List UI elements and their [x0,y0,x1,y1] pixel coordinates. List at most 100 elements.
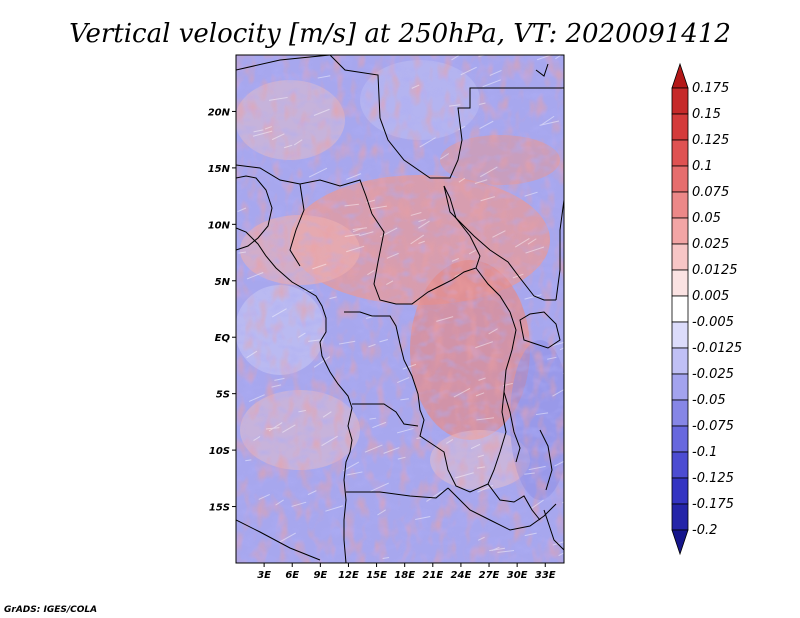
field-streak [530,499,544,510]
colorbar-band [671,113,689,141]
field-streak [246,350,258,359]
field-streak [451,55,460,61]
x-tick-label: 33E [535,570,556,581]
lake-malawi [539,429,553,491]
x-tick-label: 9E [313,570,327,581]
y-tick-label: 20N [208,107,231,118]
field-streak [411,84,420,89]
map-borders [236,55,564,563]
field-streak [325,505,344,512]
field-streak [418,220,430,229]
border-drc-south [378,315,541,521]
lake-victoria [519,311,561,349]
colorbar-band [671,269,689,297]
colorbar-band [671,243,689,271]
field-streak [524,472,535,475]
field-streak [455,472,474,479]
colorbar-label: 0.125 [692,133,729,148]
colorbar-band [671,191,689,219]
colorbar-label: 0.025 [692,237,729,252]
field-streak [346,471,363,476]
field-streak [540,115,555,126]
field-streak [379,339,388,343]
field-streak [551,341,564,347]
field-streak [238,251,247,254]
x-tick-label: 24E [451,570,472,581]
field-texture [236,55,564,563]
colorbar-label: -0.125 [692,471,734,486]
field-streak [246,272,264,280]
field-streak [283,144,293,149]
field-streak [298,332,306,338]
field-streak [492,230,506,238]
field-streak [489,547,506,552]
field-streak [535,412,549,416]
colorbar-band [671,87,689,115]
field-streak [271,384,282,388]
colorbar-band [671,165,689,193]
field-streak [515,238,530,248]
y-axis: 20N 15N 10N 5N EQ 5S 10S 15S [208,107,236,514]
colorbar-band [671,321,689,349]
field-streak [555,55,563,60]
colorbar-cap-bottom [671,529,689,556]
border-gabon [344,311,378,317]
field-streak [298,409,306,413]
field-streak [482,79,501,88]
colorbar-cap-top [671,62,689,89]
colorbar-band [671,373,689,401]
x-tick-label: 6E [285,570,299,581]
field-streak [474,179,488,185]
field-streak [282,424,296,433]
field-streak [248,394,265,402]
field-streak [338,340,356,345]
colorbar-band [671,399,689,427]
border-angola [352,403,419,427]
field-streak [418,240,425,244]
border-namibia [346,487,449,499]
field-streak [415,516,431,521]
border-car [371,185,481,305]
field-streak [372,421,387,429]
field-streak [344,203,359,207]
field-streak [478,55,488,57]
colorbar-band [671,295,689,323]
colorbar-label: 0.175 [692,81,729,96]
x-axis: 3E 6E 9E 12E 15E 18E 21E 24E 27E 30E 33E [257,563,556,581]
field-streak [304,289,314,292]
field-streak [476,417,495,421]
field-streak [554,460,564,467]
y-tick-label: EQ [215,333,231,344]
field-streak [449,104,461,107]
field-streak [329,296,337,300]
field-streak [497,550,515,553]
field-streak [410,234,425,245]
x-tick-label: 30E [507,570,528,581]
colorbar-band [671,451,689,479]
grads-credit: GrADS: IGES/COLA [4,605,97,615]
field-streak [524,191,538,197]
colorbar-label: -0.075 [692,419,734,434]
field-streak [352,227,368,230]
field-streak [477,536,485,541]
field-streak [369,417,377,420]
colorbar-label: 0.05 [692,211,721,226]
field-streak [322,411,332,418]
field-streak [470,443,481,450]
colorbar-band [671,477,689,505]
colorbar-label: 0.15 [692,107,721,122]
field-streak [268,422,283,432]
field-streak [552,541,564,546]
colorbar-band [671,217,689,245]
border-benin-nigeria [289,183,305,267]
field-streak [346,173,362,180]
field-streak [253,129,264,133]
field-streak [426,490,443,502]
field-streak [370,482,389,492]
field-streak [367,269,375,276]
border-sudan-south [443,185,556,301]
x-tick-label: 3E [257,570,271,581]
plot-frame [235,54,565,564]
y-tick-label: 15N [208,164,231,175]
